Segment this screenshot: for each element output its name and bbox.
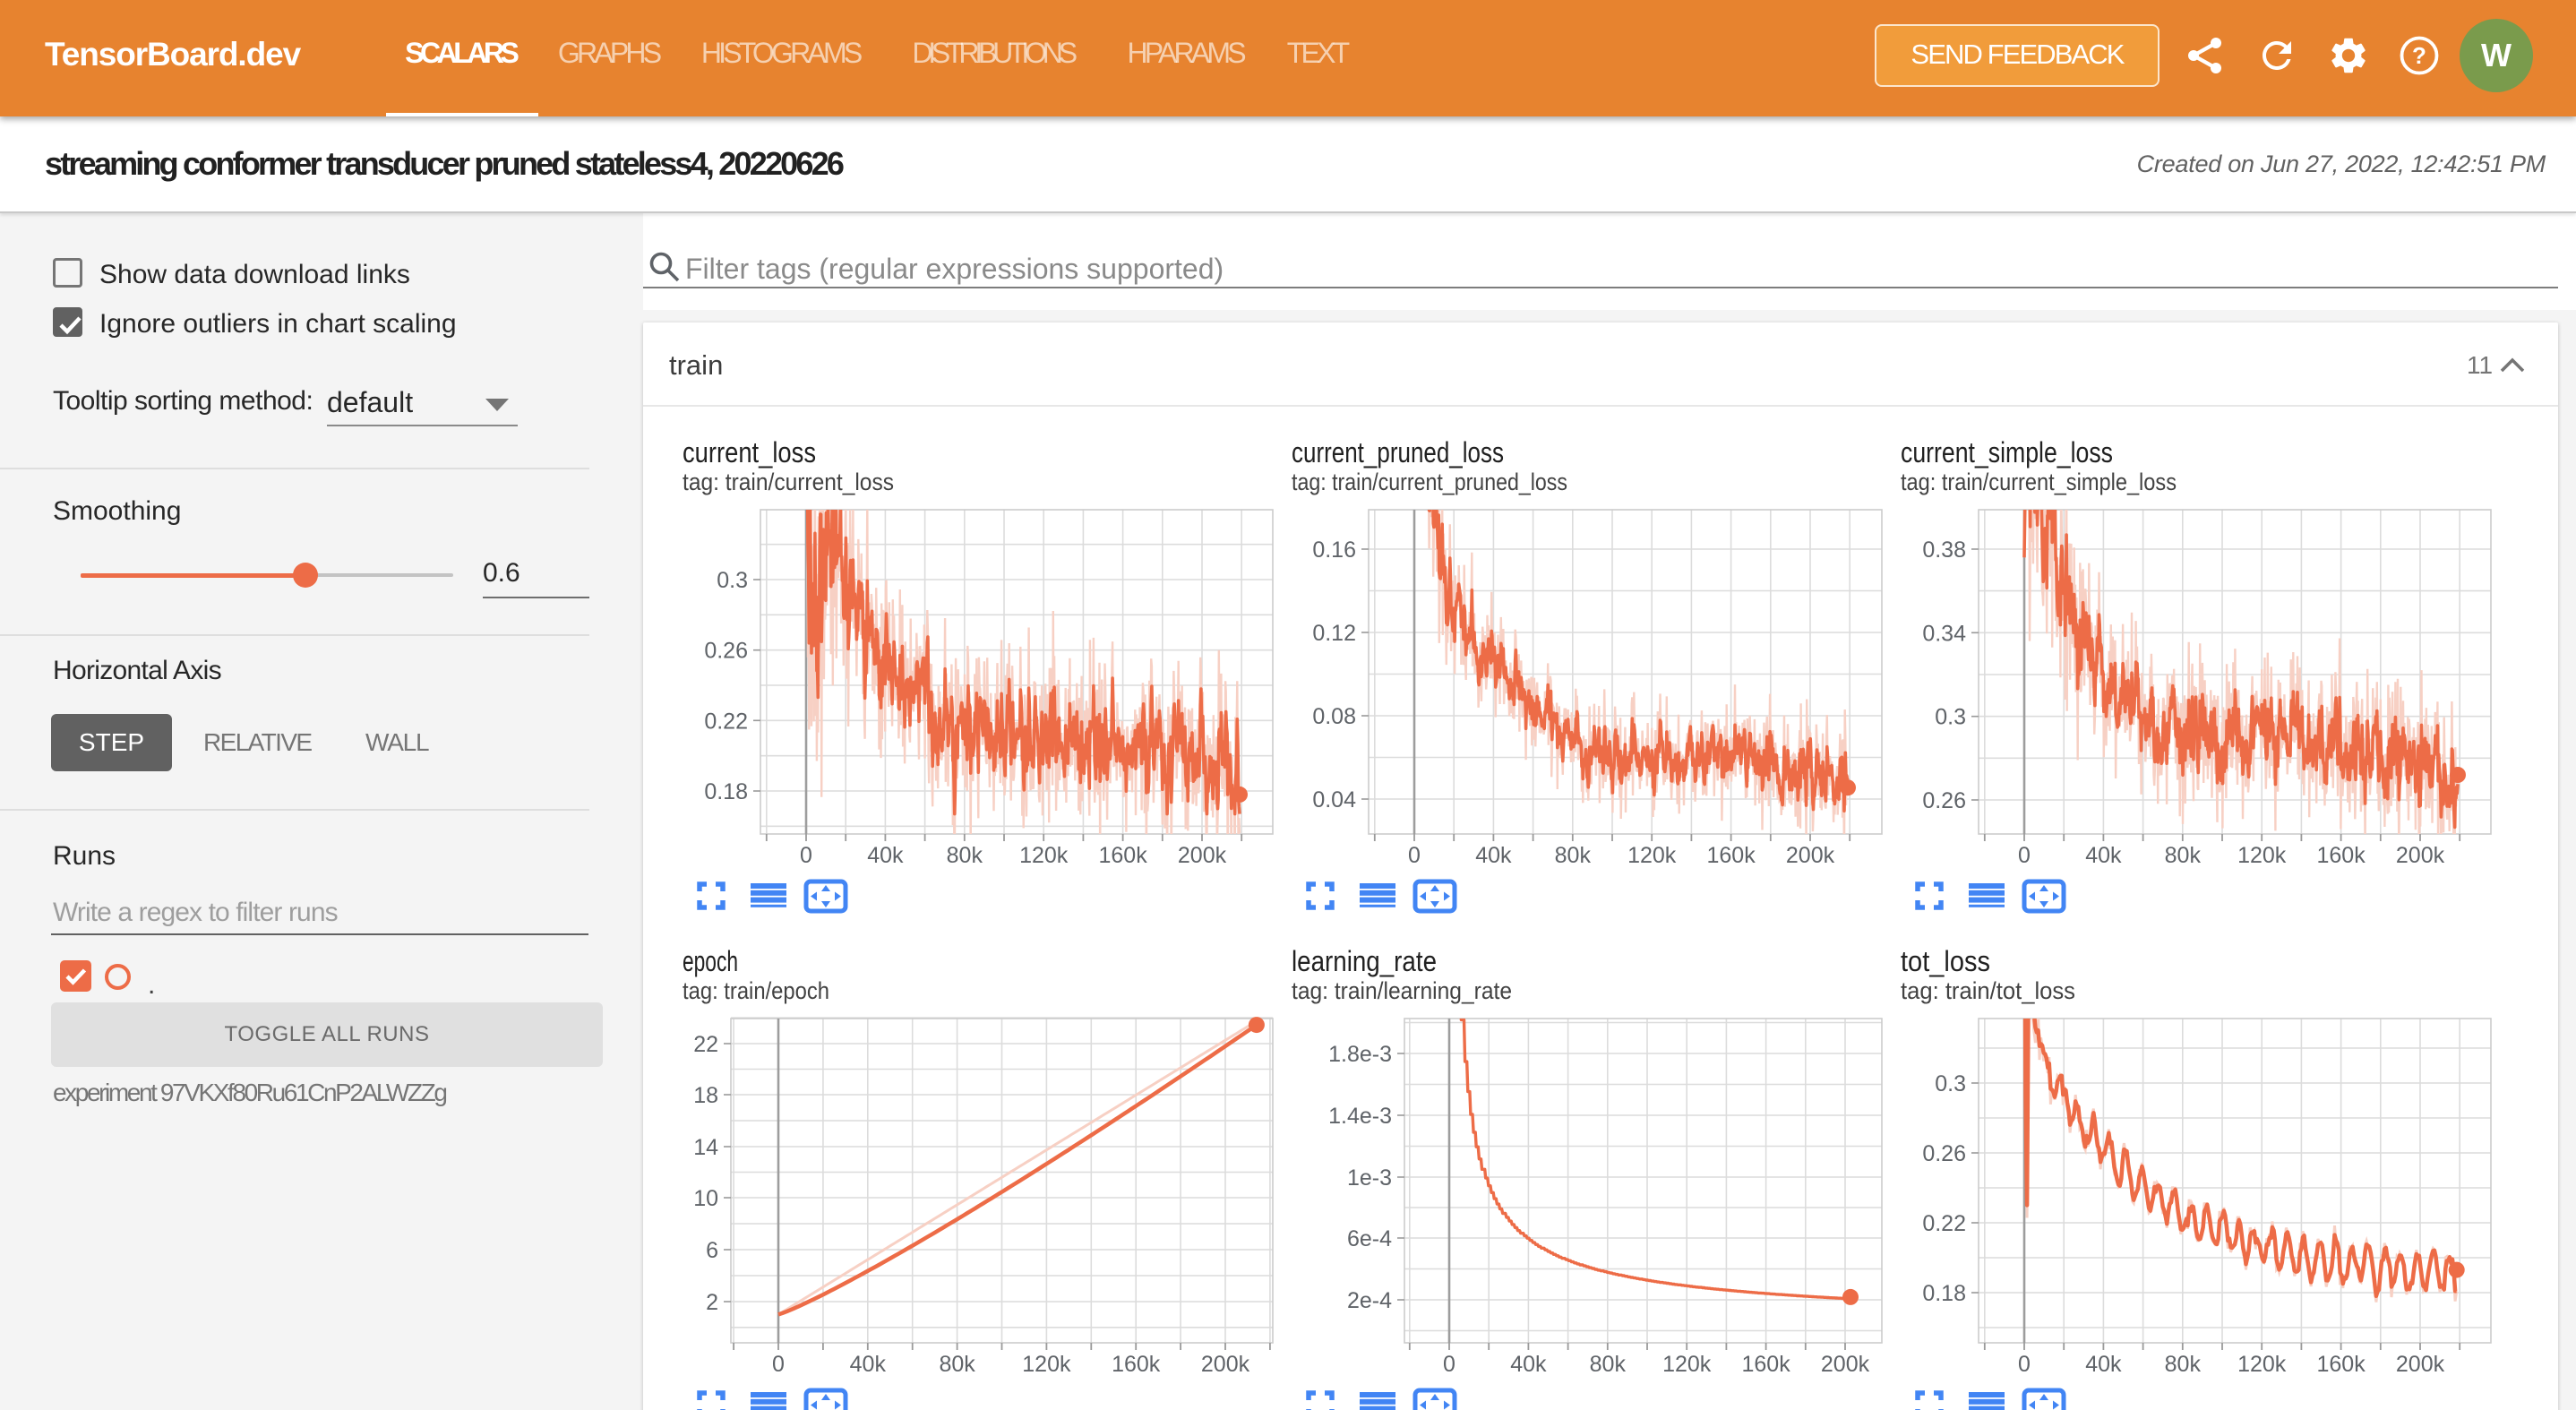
svg-text:0.26: 0.26 xyxy=(1922,788,1966,813)
svg-text:18: 18 xyxy=(693,1083,718,1108)
svg-text:120k: 120k xyxy=(1627,843,1677,868)
svg-text:2: 2 xyxy=(706,1290,718,1315)
svg-text:1.8e-3: 1.8e-3 xyxy=(1328,1042,1392,1067)
svg-text:learning_rate: learning_rate xyxy=(1292,950,1437,977)
svg-text:200k: 200k xyxy=(1786,843,1835,868)
svg-text:0.16: 0.16 xyxy=(1312,537,1356,563)
svg-text:0.18: 0.18 xyxy=(1922,1281,1966,1306)
svg-text:?: ? xyxy=(2412,42,2426,69)
svg-text:40k: 40k xyxy=(2085,843,2122,868)
svg-text:0: 0 xyxy=(2018,843,2031,868)
svg-text:40k: 40k xyxy=(867,843,904,868)
svg-text:6e-4: 6e-4 xyxy=(1347,1226,1392,1251)
svg-text:0.18: 0.18 xyxy=(704,779,748,804)
svg-text:0: 0 xyxy=(800,843,812,868)
svg-text:160k: 160k xyxy=(1112,1352,1161,1377)
svg-text:160k: 160k xyxy=(1741,1352,1790,1377)
svg-text:tag: train/epoch: tag: train/epoch xyxy=(683,977,829,1004)
svg-text:0.3: 0.3 xyxy=(717,568,748,593)
svg-text:200k: 200k xyxy=(1821,1352,1870,1377)
svg-text:0.08: 0.08 xyxy=(1312,704,1356,729)
svg-text:tag: train/tot_loss: tag: train/tot_loss xyxy=(1901,977,2075,1004)
svg-text:14: 14 xyxy=(693,1135,718,1160)
svg-text:160k: 160k xyxy=(1098,843,1147,868)
svg-text:120k: 120k xyxy=(1662,1352,1712,1377)
svg-text:1.4e-3: 1.4e-3 xyxy=(1328,1104,1392,1129)
svg-text:40k: 40k xyxy=(1475,843,1512,868)
svg-text:0: 0 xyxy=(2018,1352,2031,1377)
svg-text:0: 0 xyxy=(772,1352,785,1377)
svg-text:120k: 120k xyxy=(2237,1352,2287,1377)
svg-text:0.26: 0.26 xyxy=(704,639,748,664)
svg-text:tag: train/current_simple_loss: tag: train/current_simple_loss xyxy=(1901,469,2177,495)
svg-text:80k: 80k xyxy=(2165,1352,2202,1377)
svg-text:current_loss: current_loss xyxy=(683,441,816,469)
svg-text:tag: train/current_loss: tag: train/current_loss xyxy=(683,469,894,495)
svg-text:0.3: 0.3 xyxy=(1935,705,1966,730)
svg-text:40k: 40k xyxy=(850,1352,887,1377)
svg-text:200k: 200k xyxy=(1201,1352,1250,1377)
svg-text:epoch: epoch xyxy=(683,950,738,977)
svg-text:80k: 80k xyxy=(939,1352,975,1377)
svg-text:0: 0 xyxy=(1443,1352,1455,1377)
svg-text:0.12: 0.12 xyxy=(1312,621,1356,646)
svg-text:0.26: 0.26 xyxy=(1922,1141,1966,1166)
svg-text:0.04: 0.04 xyxy=(1312,787,1356,812)
svg-text:tag: train/learning_rate: tag: train/learning_rate xyxy=(1292,977,1512,1004)
svg-text:0.38: 0.38 xyxy=(1922,537,1966,563)
svg-text:160k: 160k xyxy=(2316,843,2366,868)
svg-text:current_simple_loss: current_simple_loss xyxy=(1901,441,2113,469)
svg-text:200k: 200k xyxy=(2396,1352,2445,1377)
svg-text:22: 22 xyxy=(693,1032,718,1057)
svg-text:120k: 120k xyxy=(2237,843,2287,868)
svg-text:200k: 200k xyxy=(2396,843,2445,868)
svg-text:6: 6 xyxy=(706,1238,718,1263)
svg-text:10: 10 xyxy=(693,1186,718,1211)
svg-text:0: 0 xyxy=(1408,843,1421,868)
svg-text:0.22: 0.22 xyxy=(1922,1211,1966,1236)
svg-text:0.3: 0.3 xyxy=(1935,1071,1966,1096)
svg-text:80k: 80k xyxy=(1590,1352,1627,1377)
svg-text:0.22: 0.22 xyxy=(704,709,748,734)
svg-text:120k: 120k xyxy=(1019,843,1069,868)
svg-text:current_pruned_loss: current_pruned_loss xyxy=(1292,441,1504,469)
svg-text:120k: 120k xyxy=(1022,1352,1071,1377)
svg-text:tag: train/current_pruned_loss: tag: train/current_pruned_loss xyxy=(1292,469,1567,495)
svg-text:tot_loss: tot_loss xyxy=(1901,950,1990,977)
svg-text:160k: 160k xyxy=(1706,843,1756,868)
svg-text:80k: 80k xyxy=(2165,843,2202,868)
svg-text:80k: 80k xyxy=(947,843,983,868)
svg-text:40k: 40k xyxy=(2085,1352,2122,1377)
svg-text:200k: 200k xyxy=(1178,843,1227,868)
svg-text:2e-4: 2e-4 xyxy=(1347,1288,1392,1313)
svg-text:80k: 80k xyxy=(1555,843,1592,868)
svg-text:40k: 40k xyxy=(1510,1352,1547,1377)
svg-text:1e-3: 1e-3 xyxy=(1347,1165,1392,1191)
svg-text:160k: 160k xyxy=(2316,1352,2366,1377)
svg-text:0.34: 0.34 xyxy=(1922,621,1966,646)
